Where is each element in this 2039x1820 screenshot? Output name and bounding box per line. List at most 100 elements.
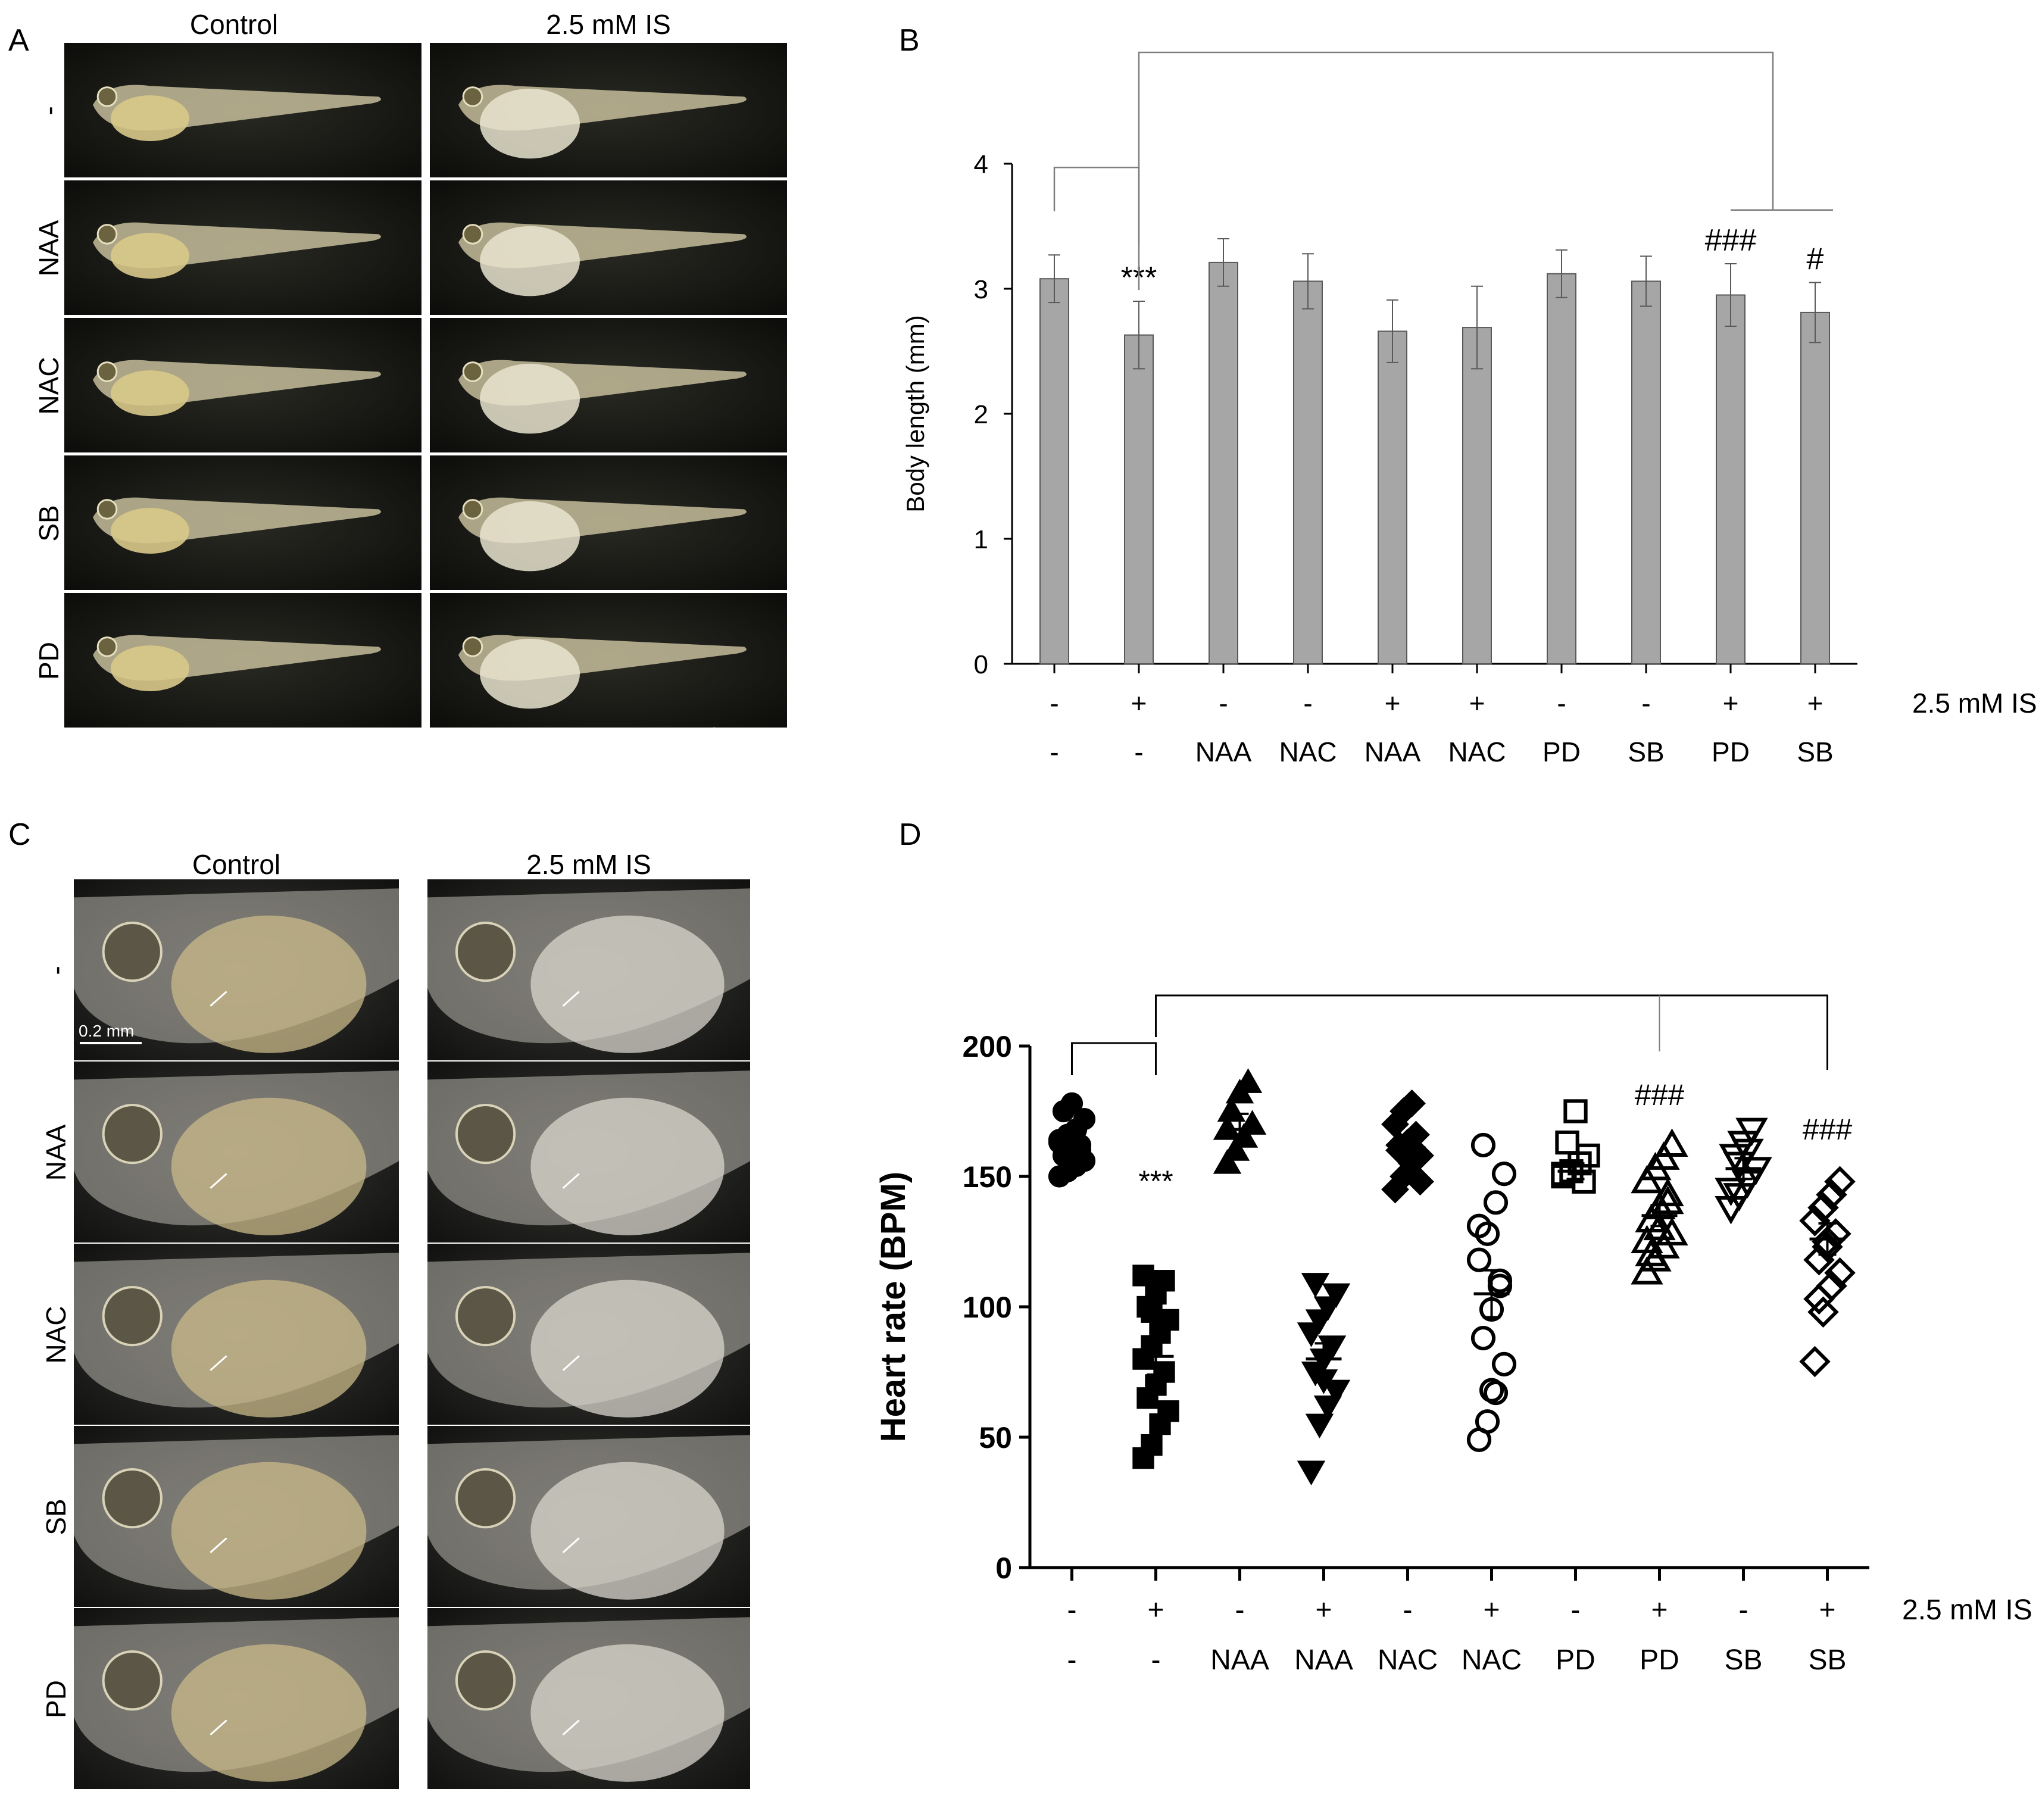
b-bar-2: [1209, 261, 1238, 664]
d-row2-label-4: NAC: [1378, 1644, 1438, 1676]
d-point-5-12: [1479, 1378, 1504, 1403]
grid-c-photo-r3-c1: [427, 1426, 750, 1607]
d-point-9-5: [1812, 1231, 1843, 1263]
b-bar-8: [1716, 294, 1746, 664]
grid-a-row-label-4: PD: [33, 642, 64, 680]
d-point-8-9: [1731, 1138, 1764, 1167]
d-point-2-6: [1234, 1068, 1263, 1093]
grid-c-scale-label: 0.2 mm: [79, 1022, 135, 1040]
d-row1-label-1: +: [1147, 1594, 1164, 1626]
d-y-tick-label-3: 150: [963, 1160, 1012, 1194]
b-bracket-outer: [1138, 51, 1774, 245]
grid-c-photo-r1-c0: [74, 1062, 399, 1243]
d-point-7-13: [1651, 1185, 1684, 1215]
body-length-bar-chart: 0 1 2 3 4 Body length (mm) - - + - - NAA - NAC + NAA + NA…: [901, 51, 2037, 767]
d-point-9-9: [1816, 1179, 1847, 1210]
grid-c-photo-r1-c1: [427, 1062, 750, 1243]
b-bar-9: [1800, 311, 1830, 664]
d-point-5-7: [1466, 1247, 1492, 1272]
b-row2-label-8: PD: [1712, 736, 1750, 767]
b-row2-label-6: PD: [1542, 736, 1581, 767]
b-row2-label-3: NAC: [1279, 736, 1337, 767]
d-point-9-11: [1803, 1283, 1835, 1315]
d-point-3-2: [1313, 1395, 1342, 1421]
d-point-0-10: [1073, 1108, 1096, 1131]
b-row1-label-3: -: [1303, 688, 1312, 719]
d-point-1-3: [1157, 1400, 1179, 1422]
d-point-3-0: [1297, 1460, 1326, 1485]
grid-c-scale-bar: [80, 1042, 142, 1044]
grid-c-row-label-0: -: [40, 966, 71, 975]
b-row1-label-9: +: [1807, 688, 1823, 719]
grid-c-row-label-1: NAA: [40, 1124, 71, 1181]
d-point-3-11: [1301, 1273, 1330, 1298]
grid-a-photo-r1-c1: [430, 180, 787, 315]
d-point-8-6: [1735, 1117, 1768, 1147]
d-annotation-0: ***: [1138, 1165, 1173, 1198]
b-annotation-2: #: [1807, 242, 1824, 277]
heart-rate-scatter-chart: 0 50 100 150 200 Heart rate (BPM) - - + - - NAA + NAA…: [874, 994, 2032, 1676]
d-y-tick-label-4: 200: [963, 1030, 1012, 1063]
d-point-5-14: [1466, 1213, 1492, 1238]
grid-a-photo-r2-c0: [64, 318, 421, 452]
b-bar-7: [1631, 280, 1661, 664]
grid-a-photo-r0-c0: [64, 43, 421, 177]
d-point-9-3: [1824, 1257, 1856, 1289]
d-point-8-8: [1723, 1151, 1756, 1181]
b-y-tick-label-2: 2: [974, 400, 988, 429]
d-point-7-14: [1631, 1225, 1663, 1253]
d-point-2-4: [1217, 1097, 1246, 1122]
b-row1-label-8: +: [1723, 688, 1739, 719]
b-annotation-1: ###: [1705, 223, 1757, 258]
grid-a-photo-r4-c0: [64, 593, 421, 728]
b-row1-label-7: -: [1641, 688, 1650, 719]
b-row1-label-6: -: [1557, 688, 1566, 719]
grid-c-photo-r2-c1: [427, 1244, 750, 1425]
grid-a-photo-r3-c0: [64, 455, 421, 590]
d-point-0-12: [1060, 1092, 1083, 1115]
b-row2-label-2: NAA: [1195, 736, 1252, 767]
panel-b-letter: B: [899, 23, 920, 58]
d-point-9-7: [1799, 1205, 1831, 1237]
grid-a-photo-r4-c1: [430, 593, 787, 728]
grid-c-photo-r4-c0: [74, 1608, 399, 1789]
d-row2-label-2: NAA: [1210, 1644, 1269, 1676]
grid-a-photo-r1-c0: [64, 180, 421, 315]
d-y-axis-label: Heart rate (BPM): [874, 1172, 913, 1442]
d-point-3-1: [1305, 1413, 1334, 1439]
d-point-9-0: [1799, 1346, 1831, 1378]
panel-c-col-is: 2.5 mM IS: [526, 849, 651, 880]
d-point-4-10: [1406, 1167, 1434, 1196]
d-point-6-5: [1563, 1099, 1588, 1123]
b-y-tick-label-0: 0: [974, 650, 988, 679]
d-point-2-7: [1213, 1115, 1242, 1140]
d-y-tick-label-0: 0: [995, 1551, 1012, 1585]
b-bar-4: [1378, 330, 1407, 664]
b-row2-label-4: NAA: [1364, 736, 1421, 767]
d-point-6-3: [1576, 1143, 1600, 1168]
b-row2-label-5: NAC: [1448, 736, 1506, 767]
d-row2-label-5: NAC: [1462, 1644, 1522, 1676]
d-row1-label-9: +: [1819, 1594, 1835, 1626]
d-y-tick-label-1: 50: [979, 1421, 1012, 1454]
d-point-9-8: [1807, 1192, 1839, 1223]
d-annotation-1: ###: [1635, 1078, 1685, 1112]
grid-c-row-label-4: PD: [40, 1680, 71, 1718]
d-row2-label-8: SB: [1724, 1644, 1762, 1676]
b-row2-label-1: -: [1134, 736, 1143, 767]
panel-a-col-is: 2.5 mM IS: [546, 9, 671, 40]
grid-c-photo-r2-c0: [74, 1244, 399, 1425]
d-row2-label-3: NAA: [1294, 1644, 1353, 1676]
d-row2-label-0: -: [1067, 1644, 1077, 1676]
grid-a-row-label-2: NAC: [33, 357, 64, 415]
b-row2-label-7: SB: [1628, 736, 1664, 767]
d-point-6-7: [1551, 1162, 1575, 1186]
panel-c-letter: C: [8, 817, 31, 852]
d-point-1-13: [1153, 1270, 1175, 1292]
d-row1-label-6: -: [1571, 1594, 1581, 1626]
grid-a-scale-bar: [711, 747, 774, 750]
d-point-1-6: [1153, 1361, 1175, 1383]
d-point-5-4: [1470, 1325, 1496, 1351]
panel-d-letter: D: [899, 817, 922, 852]
b-bar-6: [1547, 273, 1576, 664]
